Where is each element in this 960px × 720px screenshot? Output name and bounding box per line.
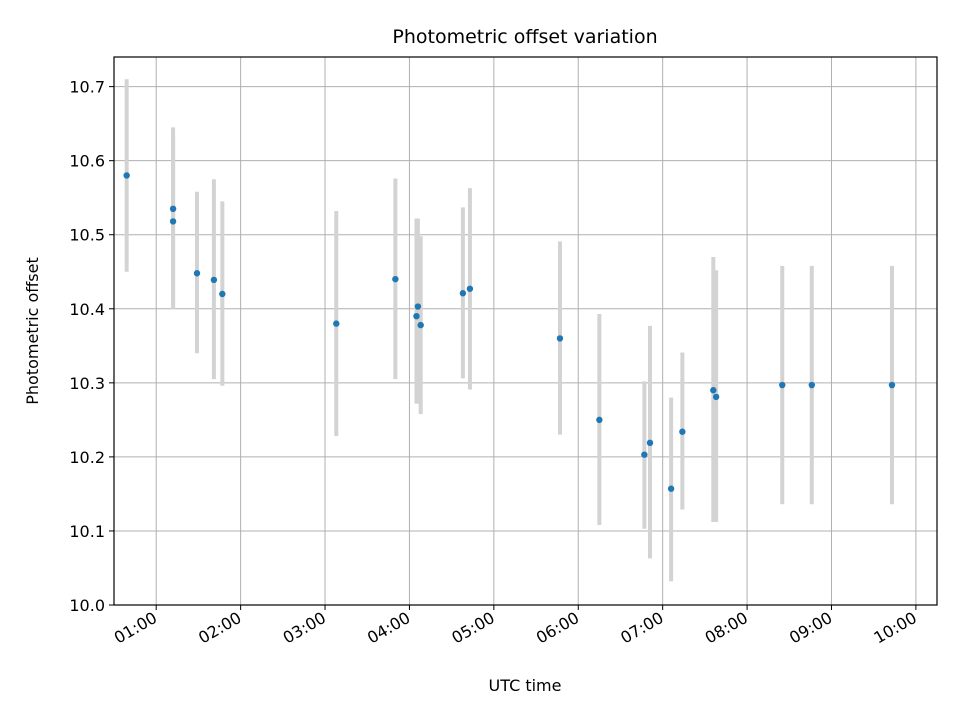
data-point — [641, 451, 648, 458]
x-tick-label: 03:00 — [280, 608, 329, 648]
data-point — [417, 321, 424, 329]
data-point — [710, 387, 717, 394]
data-point — [413, 312, 420, 320]
x-tick-label: 02:00 — [195, 608, 244, 648]
data-point — [679, 428, 686, 435]
x-tick-label: 09:00 — [786, 608, 835, 648]
data-point — [123, 172, 130, 179]
data-point — [169, 205, 177, 213]
errorbar-layer — [124, 79, 894, 582]
y-tick-label: 10.4 — [69, 300, 105, 319]
data-point — [888, 381, 896, 389]
data-point — [459, 290, 467, 297]
chart-title: Photometric offset variation — [392, 26, 657, 48]
x-tick-label: 10:00 — [870, 608, 919, 648]
data-point — [667, 485, 675, 492]
data-point — [646, 439, 654, 447]
x-tick-label: 06:00 — [533, 608, 582, 648]
x-tick-label: 04:00 — [364, 608, 413, 648]
point-layer — [123, 172, 896, 492]
x-tick-label: 05:00 — [448, 608, 497, 648]
data-point — [596, 416, 603, 424]
y-tick-label: 10.7 — [69, 78, 105, 97]
y-axis-label: Photometric offset — [23, 257, 42, 405]
data-point — [414, 303, 422, 310]
data-point — [392, 275, 399, 283]
y-tick-label: 10.0 — [69, 596, 105, 615]
x-tick-label: 07:00 — [617, 608, 666, 648]
y-tick-label: 10.6 — [69, 152, 105, 171]
y-tick-label: 10.2 — [69, 448, 105, 467]
y-tick-label: 10.3 — [69, 374, 105, 393]
data-point — [219, 290, 226, 298]
data-point — [210, 276, 218, 284]
x-tick-label: 08:00 — [702, 608, 751, 648]
x-tick-label: 01:00 — [111, 608, 160, 648]
y-tick-label: 10.5 — [69, 226, 105, 245]
data-point — [333, 320, 340, 327]
data-point — [712, 393, 720, 401]
tick-layer: 10.0 10.1 10.2 10.3 10.4 10.5 10.6 10.7 01:00 02:… — [69, 78, 920, 648]
data-point — [169, 218, 177, 225]
grid-layer — [114, 57, 937, 606]
data-point — [466, 285, 474, 292]
data-point — [556, 335, 564, 342]
data-point — [808, 381, 815, 389]
data-point — [779, 381, 786, 389]
x-axis-label: UTC time — [489, 676, 562, 695]
y-tick-label: 10.1 — [69, 522, 105, 541]
data-point — [193, 270, 201, 277]
plot-frame — [113, 56, 938, 606]
